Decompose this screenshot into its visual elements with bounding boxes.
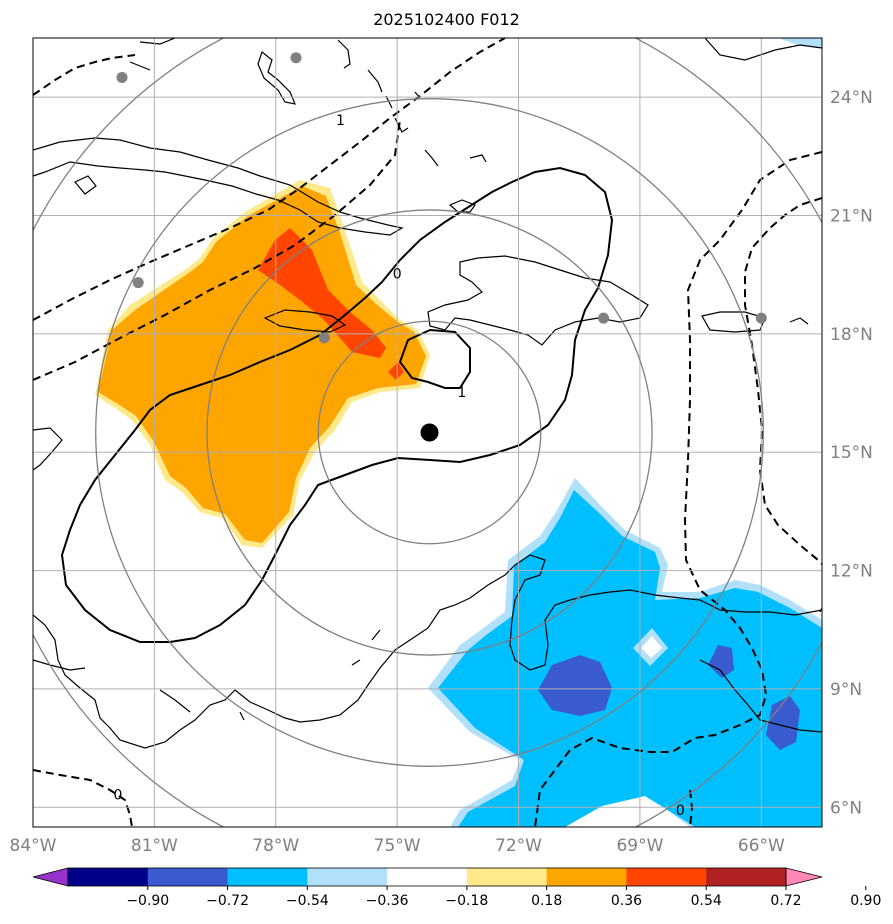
lat-tick-label: 21°N xyxy=(830,207,873,227)
lat-tick-label: 15°N xyxy=(830,443,873,463)
contour-dashed-south-east xyxy=(689,789,694,827)
lat-tick-label: 18°N xyxy=(830,325,873,345)
isla-de-la-juventud xyxy=(74,175,97,195)
colorbar-tick-label: 0.36 xyxy=(611,893,642,909)
lat-tick-label: 24°N xyxy=(830,88,873,108)
station-marker xyxy=(132,277,144,289)
range-ring xyxy=(95,98,764,767)
shade-hole-white xyxy=(641,636,662,658)
panama-colombia-coastline xyxy=(234,554,822,723)
bahamas-islands xyxy=(257,39,439,167)
lon-tick-label: 81°W xyxy=(131,836,178,856)
range-ring xyxy=(317,320,542,545)
contour-dashed-west-1 xyxy=(33,54,136,96)
lon-tick-label: 72°W xyxy=(495,836,542,856)
colorbar-segment xyxy=(626,868,707,886)
shade-royal-blue-3 xyxy=(766,696,800,750)
station-marker xyxy=(116,71,128,83)
contour-lines xyxy=(33,38,822,827)
colorbar-frame xyxy=(67,867,787,887)
colorbar-tick-label: 0.18 xyxy=(531,893,562,909)
map-frame xyxy=(32,37,823,828)
shade-pale-blue-ne xyxy=(778,38,822,48)
negative-anomaly-field xyxy=(428,38,822,827)
turks-caicos xyxy=(448,154,487,213)
lesser-antilles xyxy=(789,317,822,613)
shade-royal-blue-1 xyxy=(538,655,612,716)
colorbar-tick-label: 0.72 xyxy=(770,893,801,909)
positive-anomaly-field xyxy=(95,180,430,548)
cuba-coastline xyxy=(33,137,404,236)
contour-dashed-south xyxy=(33,769,133,827)
colombia-inland-boundary xyxy=(159,629,381,721)
central-america-coastline xyxy=(33,427,236,749)
colorbar-segment xyxy=(466,868,548,886)
colorbar-tick-label: 0.90 xyxy=(850,893,881,909)
colorbar-extend-low xyxy=(32,867,69,887)
jamaica-coastline xyxy=(263,309,347,333)
hispaniola-coastline xyxy=(427,255,649,346)
colorbar-segment xyxy=(546,868,627,886)
station-marker xyxy=(290,52,302,64)
contour-dashed-east-2 xyxy=(744,197,822,565)
station-marker xyxy=(755,312,767,324)
colorbar-segment xyxy=(227,868,308,886)
contour-label: 0 xyxy=(676,803,685,819)
lon-tick-label: 84°W xyxy=(10,836,57,856)
shade-light-blue xyxy=(438,490,822,827)
contour-label: 0 xyxy=(393,267,402,283)
contour-dashed-east-1 xyxy=(534,151,822,827)
station-markers xyxy=(116,52,767,442)
lat-tick-label: 6°N xyxy=(830,798,862,818)
range-ring xyxy=(206,209,653,656)
lon-tick-label: 69°W xyxy=(616,836,663,856)
colorbar-segment xyxy=(307,868,388,886)
colorbar-segment xyxy=(147,868,229,886)
colorbar-segment xyxy=(387,868,468,886)
colorbar-tick-label: −0.90 xyxy=(126,893,169,909)
storm-center-marker xyxy=(420,423,439,442)
contour-solid-0 xyxy=(60,166,614,643)
colorbar-tick-label: 0.54 xyxy=(691,893,722,909)
lat-lon-grid xyxy=(33,38,822,827)
lat-tick-label: 9°N xyxy=(830,680,862,700)
contour-label: 0 xyxy=(114,787,123,803)
map-plot-area: 0 1 1 0 0 xyxy=(33,38,822,827)
lon-tick-label: 66°W xyxy=(738,836,785,856)
colorbar-segment xyxy=(706,868,787,886)
florida-keys xyxy=(129,38,176,71)
station-marker xyxy=(598,312,610,324)
shade-red-orange-2 xyxy=(388,362,404,380)
contour-labels: 0 1 1 0 0 xyxy=(114,113,685,819)
station-marker xyxy=(318,332,330,344)
colorbar-extend-high xyxy=(785,867,823,887)
colorbar-tick-label: −0.72 xyxy=(206,893,249,909)
contour-dashed-west-3 xyxy=(33,119,401,381)
coastlines xyxy=(33,38,822,749)
colorbar-segment xyxy=(68,868,149,886)
florida-coastline xyxy=(704,38,822,61)
colorbar-tick-label: −0.18 xyxy=(445,893,488,909)
range-rings xyxy=(33,38,822,827)
lon-tick-label: 75°W xyxy=(374,836,421,856)
lon-tick-label: 78°W xyxy=(252,836,299,856)
contour-label: 1 xyxy=(457,385,466,401)
latitude-tick-labels: 6°N 9°N 12°N 15°N 18°N 21°N 24°N xyxy=(830,88,873,818)
longitude-tick-labels: 84°W 81°W 78°W 75°W 72°W 69°W 66°W xyxy=(10,836,785,856)
colorbar-tick-label: −0.54 xyxy=(286,893,329,909)
contour-label: 1 xyxy=(336,113,345,129)
colorbar-tick-label: −0.36 xyxy=(366,893,409,909)
venezuela-coastline-east xyxy=(699,659,822,733)
puerto-rico-coastline xyxy=(701,311,766,333)
contour-dashed-west-2 xyxy=(33,38,506,321)
contour-solid-1 xyxy=(398,328,471,389)
map-title: 2025102400 F012 xyxy=(373,10,520,29)
shade-red-orange xyxy=(258,228,386,358)
shade-orange xyxy=(98,186,426,543)
shade-royal-blue-2 xyxy=(708,645,734,678)
colorbar: −0.90 −0.72 −0.54 −0.36 −0.18 0.18 0.36 0.54 0.7… xyxy=(32,867,881,909)
lat-tick-label: 12°N xyxy=(830,562,873,582)
